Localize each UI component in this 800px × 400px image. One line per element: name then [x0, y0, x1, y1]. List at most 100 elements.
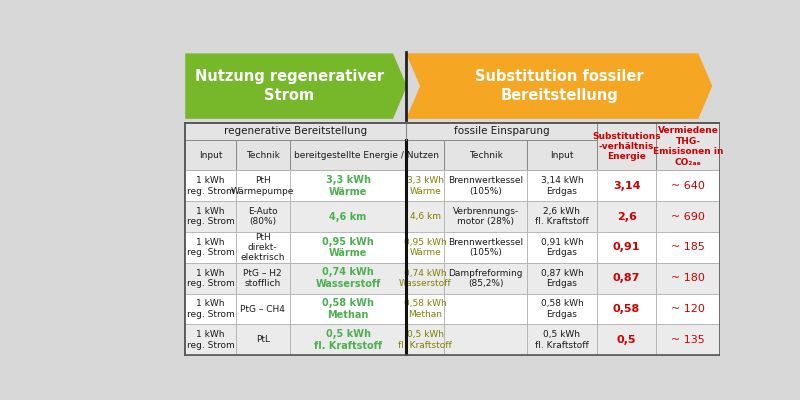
Bar — [527, 324, 597, 355]
Bar — [186, 123, 720, 355]
Text: 1 kWh
reg. Strom: 1 kWh reg. Strom — [186, 207, 234, 226]
Text: Vermiedene
THG-
Emisisonen in
CO₂ₐₑ: Vermiedene THG- Emisisonen in CO₂ₐₑ — [653, 126, 723, 167]
Bar — [236, 263, 290, 294]
Bar — [527, 140, 597, 170]
Bar — [236, 170, 290, 201]
Bar — [444, 201, 527, 232]
Bar — [527, 232, 597, 263]
Bar — [186, 263, 236, 294]
Text: 2,6 kWh
fl. Kraftstoff: 2,6 kWh fl. Kraftstoff — [535, 207, 589, 226]
Bar — [444, 140, 527, 170]
Bar — [657, 232, 720, 263]
Text: ~ 690: ~ 690 — [671, 212, 705, 222]
Bar — [657, 201, 720, 232]
Text: fossile Einsparung: fossile Einsparung — [454, 126, 550, 136]
Bar — [186, 170, 236, 201]
Text: ~ 135: ~ 135 — [671, 335, 705, 345]
Bar — [406, 170, 444, 201]
Text: E-Auto
(80%): E-Auto (80%) — [248, 207, 278, 226]
Bar — [236, 232, 290, 263]
Bar — [236, 140, 290, 170]
Text: 1 kWh
reg. Strom: 1 kWh reg. Strom — [186, 330, 234, 350]
Bar — [657, 263, 720, 294]
Bar — [236, 294, 290, 324]
Bar — [186, 123, 406, 140]
Text: 0,91 kWh
Erdgas: 0,91 kWh Erdgas — [541, 238, 583, 257]
Text: 0,5 kWh
fl. Kraftstoff: 0,5 kWh fl. Kraftstoff — [535, 330, 589, 350]
Bar — [444, 324, 527, 355]
Bar — [236, 201, 290, 232]
Bar — [186, 201, 236, 232]
Polygon shape — [406, 53, 712, 119]
Text: 0,95 kWh
Wärme: 0,95 kWh Wärme — [404, 238, 446, 257]
Bar — [406, 324, 444, 355]
Text: Dampfreforming
(85,2%): Dampfreforming (85,2%) — [448, 268, 523, 288]
Bar — [657, 170, 720, 201]
Bar — [290, 324, 406, 355]
Text: 0,58: 0,58 — [613, 304, 640, 314]
Bar — [657, 123, 720, 170]
Bar — [290, 294, 406, 324]
Bar — [657, 324, 720, 355]
Bar — [290, 201, 406, 232]
Text: 0,87 kWh
Erdgas: 0,87 kWh Erdgas — [541, 268, 583, 288]
Bar — [527, 263, 597, 294]
Bar — [527, 294, 597, 324]
Bar — [597, 324, 657, 355]
Polygon shape — [186, 53, 407, 119]
Text: 4,6 km: 4,6 km — [330, 212, 366, 222]
Bar — [597, 232, 657, 263]
Bar — [186, 232, 236, 263]
Text: 0,87: 0,87 — [613, 273, 640, 283]
Bar — [406, 201, 444, 232]
Text: 0,5 kWh
fl. Kraftstoff: 0,5 kWh fl. Kraftstoff — [398, 330, 452, 350]
Text: ~ 120: ~ 120 — [671, 304, 705, 314]
Bar — [444, 232, 527, 263]
Text: Technik: Technik — [469, 150, 502, 160]
Text: ~ 185: ~ 185 — [671, 242, 705, 252]
Text: 0,58 kWh
Erdgas: 0,58 kWh Erdgas — [541, 299, 583, 319]
Bar — [597, 170, 657, 201]
Bar — [236, 324, 290, 355]
Bar — [186, 324, 236, 355]
Bar — [527, 170, 597, 201]
Text: Brennwertkessel
(105%): Brennwertkessel (105%) — [448, 176, 523, 196]
Bar — [186, 140, 236, 170]
Text: 3,14 kWh
Erdgas: 3,14 kWh Erdgas — [541, 176, 583, 196]
Bar — [406, 263, 444, 294]
Bar — [657, 294, 720, 324]
Text: Brennwertkessel
(105%): Brennwertkessel (105%) — [448, 238, 523, 257]
Text: Substitutions
-verhältnis
Energie: Substitutions -verhältnis Energie — [592, 132, 661, 162]
Text: Verbrennungs-
motor (28%): Verbrennungs- motor (28%) — [453, 207, 518, 226]
Bar — [406, 294, 444, 324]
Text: Input: Input — [550, 150, 574, 160]
Bar — [527, 201, 597, 232]
Text: PtL: PtL — [256, 335, 270, 344]
Text: 2,6: 2,6 — [617, 212, 637, 222]
Text: 3,3 kWh
Wärme: 3,3 kWh Wärme — [326, 175, 370, 197]
Text: ~ 180: ~ 180 — [671, 273, 705, 283]
Text: bereitgestellte Energie / Nutzen: bereitgestellte Energie / Nutzen — [294, 150, 439, 160]
Text: 0,74 kWh
Wasserstoff: 0,74 kWh Wasserstoff — [398, 268, 451, 288]
Text: Input: Input — [198, 150, 222, 160]
Text: 0,58 kWh
Methan: 0,58 kWh Methan — [404, 299, 446, 319]
Bar — [290, 232, 406, 263]
Bar — [406, 232, 444, 263]
Text: 1 kWh
reg. Strom: 1 kWh reg. Strom — [186, 238, 234, 257]
Text: Nutzung regenerativer
Strom: Nutzung regenerativer Strom — [194, 69, 384, 103]
Text: PtH
Wärmepumpe: PtH Wärmepumpe — [231, 176, 294, 196]
Bar — [290, 263, 406, 294]
Bar — [290, 170, 406, 201]
Text: 0,5 kWh
fl. Kraftstoff: 0,5 kWh fl. Kraftstoff — [314, 329, 382, 351]
Text: 3,14: 3,14 — [613, 181, 640, 191]
Text: Technik: Technik — [246, 150, 280, 160]
Bar — [444, 170, 527, 201]
Bar — [597, 123, 657, 170]
Bar — [290, 140, 444, 170]
Bar — [406, 123, 597, 140]
Text: 0,95 kWh
Wärme: 0,95 kWh Wärme — [322, 237, 374, 258]
Text: PtH
direkt-
elektrisch: PtH direkt- elektrisch — [241, 232, 285, 262]
Bar — [597, 201, 657, 232]
Text: 1 kWh
reg. Strom: 1 kWh reg. Strom — [186, 268, 234, 288]
Text: 1 kWh
reg. Strom: 1 kWh reg. Strom — [186, 299, 234, 319]
